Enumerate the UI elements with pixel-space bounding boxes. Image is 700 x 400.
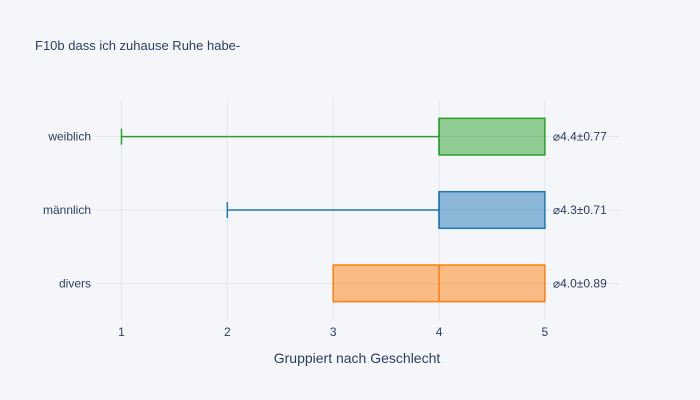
x-tick-label: 2 (224, 325, 231, 339)
x-tick-label: 5 (542, 325, 549, 339)
box-trace (120, 117, 546, 156)
box-iqr (438, 117, 546, 156)
chart-title: F10b dass ich zuhause Ruhe habe- (35, 38, 240, 53)
label-layer: 1 2 3 4 5 weiblich männlich divers ⌀4.4±0.77 ⌀4.3… (43, 130, 607, 339)
x-axis-title: Gruppiert nach Geschlecht (274, 350, 441, 366)
box-trace (226, 190, 546, 230)
box-trace (332, 264, 546, 303)
box-annotation: ⌀4.3±0.71 (553, 203, 607, 217)
x-tick-label: 1 (118, 325, 125, 339)
box-layer (120, 117, 546, 303)
box-annotation: ⌀4.4±0.77 (553, 130, 607, 144)
y-category-label: männlich (43, 203, 91, 217)
x-tick-label: 4 (436, 325, 443, 339)
box-iqr (438, 190, 546, 230)
y-category-label: divers (59, 276, 91, 290)
x-tick-label: 3 (330, 325, 337, 339)
box-annotation: ⌀4.0±0.89 (553, 276, 607, 290)
y-category-label: weiblich (47, 130, 91, 144)
